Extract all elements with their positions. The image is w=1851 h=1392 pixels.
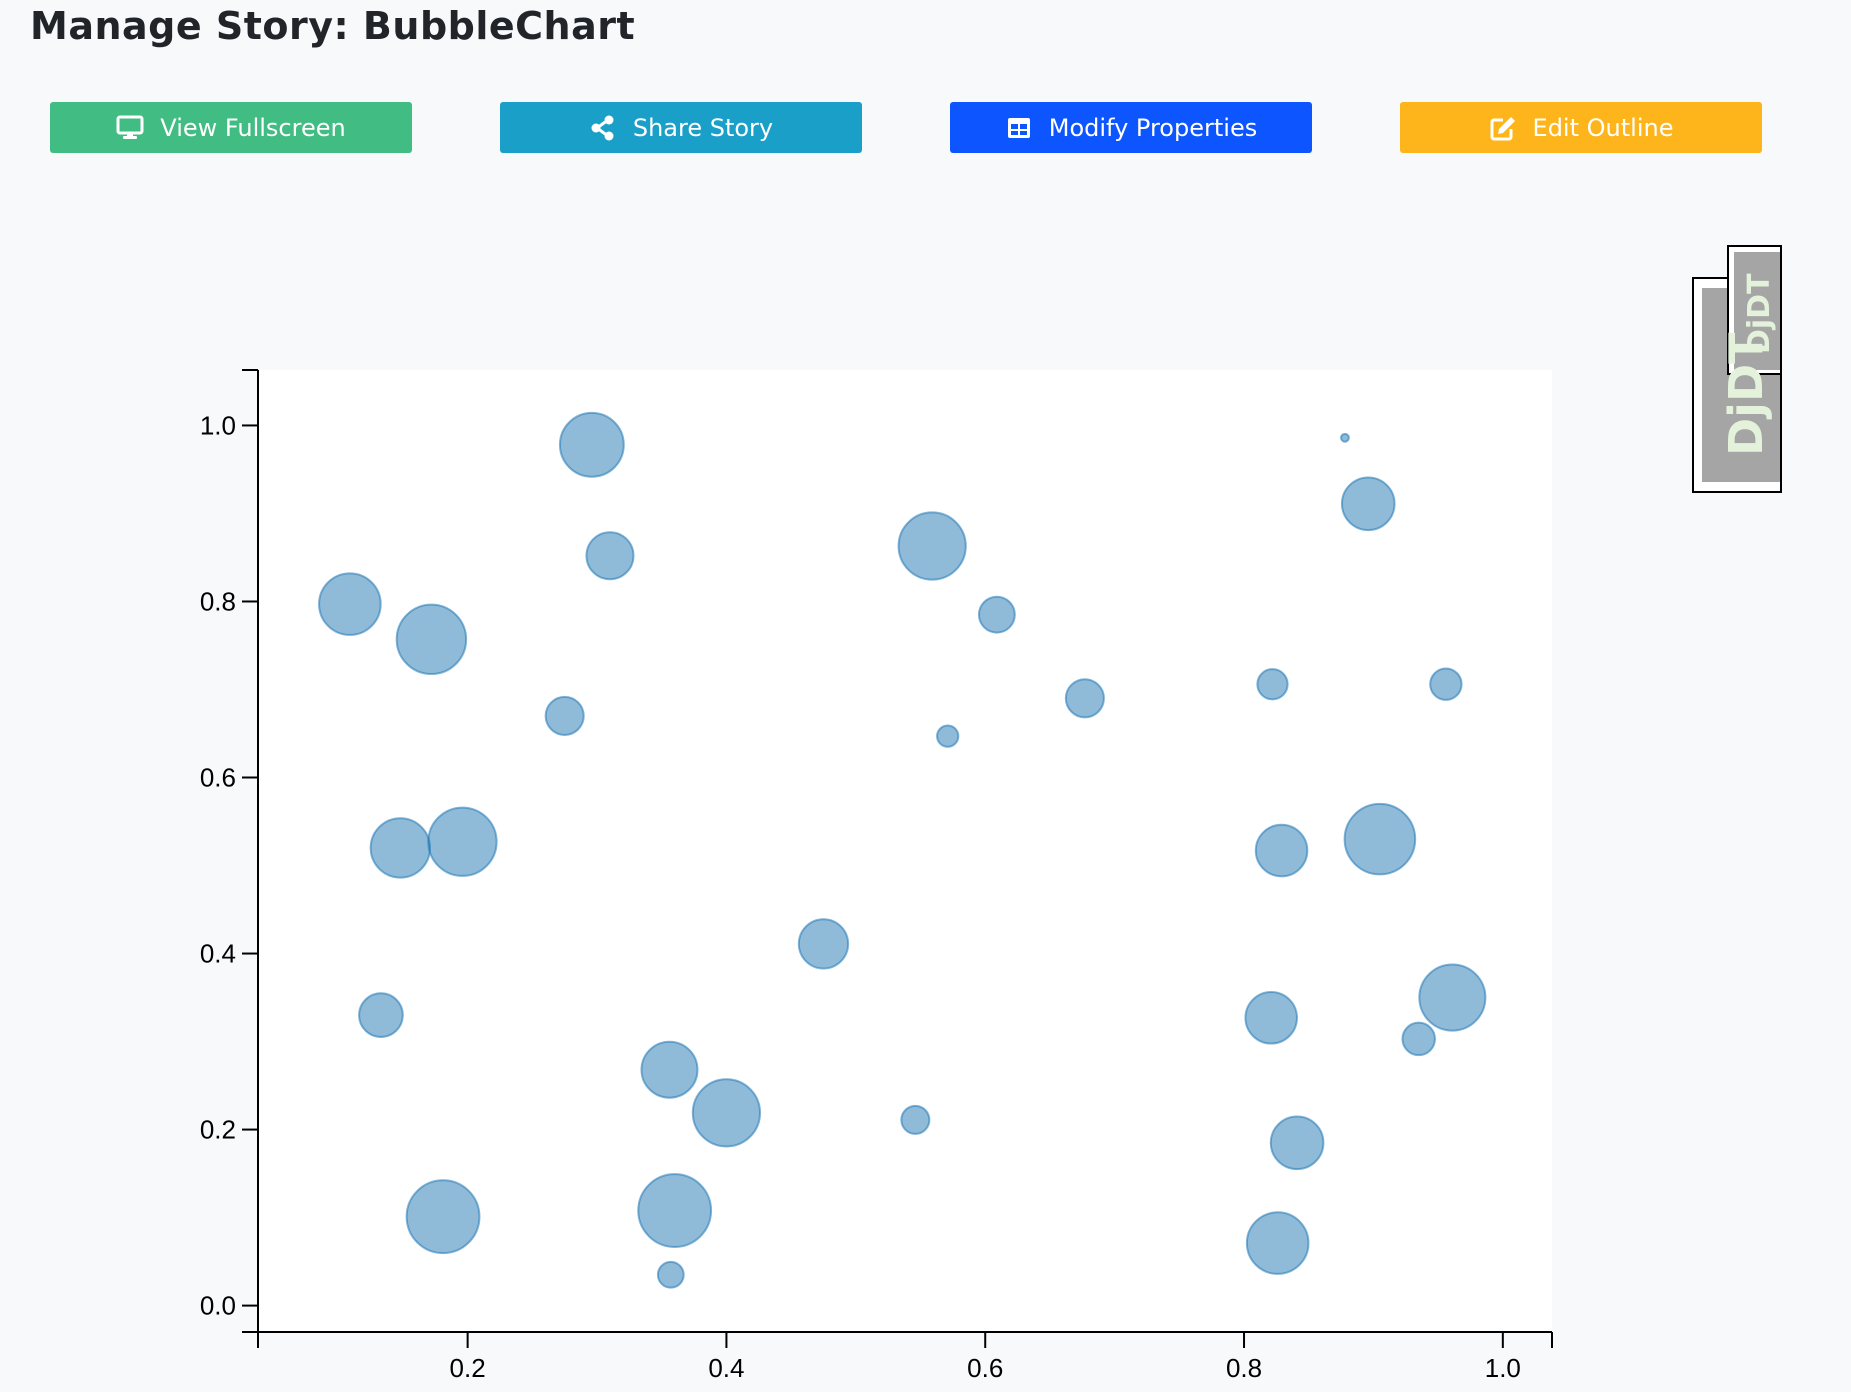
bubble-point-3[interactable] [395,603,468,676]
bubble-point-20[interactable] [1340,476,1396,532]
modify-properties-label: Modify Properties [1048,113,1258,142]
bubble-point-17[interactable] [936,724,960,748]
y-tick-label-1: 0.2 [200,1115,236,1145]
bubble-point-2[interactable] [318,572,382,636]
y-tick-label-4: 0.8 [200,586,236,616]
bubble-point-22[interactable] [1429,667,1463,701]
bubble-point-5[interactable] [369,817,432,879]
bubble-point-14[interactable] [900,1104,931,1135]
ticks-layer: 0.2 0.4 0.6 0.8 1.0 0.0 0.2 0.4 0.6 0.8 1.0 [200,410,1521,1383]
bubble-point-6[interactable] [427,806,498,877]
share-story-button[interactable]: Share Story [500,102,862,153]
debug-toolbar-label-large: DjDT [1719,332,1773,456]
debug-toolbar-inner-panel [1734,252,1780,370]
bubble-point-11[interactable] [637,1173,713,1248]
bubble-point-15[interactable] [897,511,967,581]
bubble-point-21[interactable] [1256,668,1289,701]
bubble-point-10[interactable] [405,1179,481,1255]
x-tick-label-3: 0.8 [1226,1353,1262,1383]
bubble-point-1[interactable] [585,531,635,581]
bubble-point-26[interactable] [1401,1021,1436,1057]
bubble-point-8[interactable] [640,1040,699,1099]
bubble-point-19[interactable] [1340,432,1350,443]
x-tick-label-2: 0.6 [967,1353,1003,1383]
monitor-icon [116,114,144,142]
y-tick-label-5: 1.0 [200,410,236,440]
edit-outline-label: Edit Outline [1532,113,1674,142]
x-tick-label-1: 0.4 [708,1353,744,1383]
edit-outline-button[interactable]: Edit Outline [1400,102,1762,153]
bubble-point-9[interactable] [691,1078,762,1148]
axes-layer [242,369,1553,1348]
page-title: Manage Story: BubbleChart [30,4,636,48]
y-tick-label-3: 0.6 [200,763,236,793]
bubble-point-12[interactable] [656,1260,685,1289]
y-tick-label-2: 0.4 [200,939,236,969]
bubble-point-0[interactable] [558,411,625,478]
view-fullscreen-button[interactable]: View Fullscreen [50,102,412,153]
x-tick-label-4: 1.0 [1485,1353,1521,1383]
debug-toolbar-label-small: DjDT [1742,273,1777,354]
bubble-point-4[interactable] [544,695,585,736]
bubble-point-28[interactable] [1269,1115,1325,1171]
bubble-point-18[interactable] [1064,678,1105,719]
view-fullscreen-label: View Fullscreen [160,113,346,142]
bubble-point-29[interactable] [1245,1211,1310,1275]
bubble-point-16[interactable] [977,595,1016,634]
bubble-point-25[interactable] [1244,991,1298,1045]
bubble-point-27[interactable] [1418,963,1487,1032]
x-tick-label-0: 0.2 [450,1353,486,1383]
modify-properties-button[interactable]: Modify Properties [950,102,1312,153]
edit-icon [1489,114,1517,142]
bubble-point-13[interactable] [797,918,850,970]
bubble-point-23[interactable] [1254,823,1309,878]
table-icon [1005,114,1033,142]
share-icon [589,114,617,142]
django-debug-toolbar-handle[interactable]: DjDT DjDT [1692,244,1782,494]
y-tick-label-0: 0.0 [200,1291,236,1321]
bubbles-layer [318,411,1487,1289]
share-story-label: Share Story [632,113,774,142]
bubble-point-7[interactable] [358,992,404,1038]
bubble-point-24[interactable] [1343,802,1417,876]
